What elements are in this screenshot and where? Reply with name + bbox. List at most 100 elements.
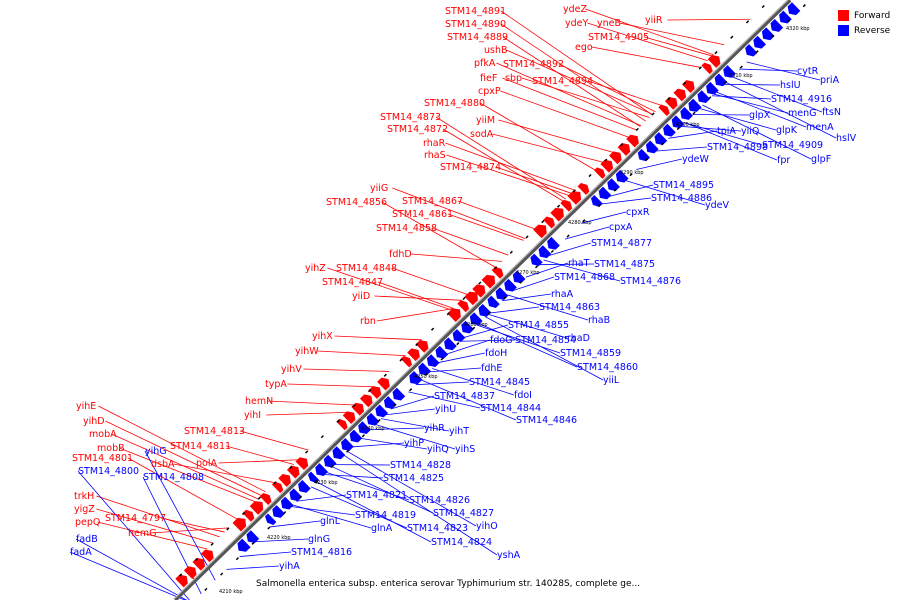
- forward-leader-line: [105, 420, 262, 497]
- reverse-leader-line: [489, 306, 540, 314]
- backbone-tick: [361, 434, 365, 438]
- backbone-tick: [346, 449, 350, 453]
- forward-gene-arrow: [701, 62, 713, 75]
- map-caption: Salmonella enterica subsp. enterica sero…: [256, 579, 641, 589]
- forward-leader-line: [442, 128, 564, 202]
- forward-gene-label: STM14_4847: [322, 277, 383, 288]
- reverse-gene-label: STM14_4876: [620, 276, 681, 287]
- reverse-leader-line: [680, 125, 742, 132]
- reverse-gene-arrow: [272, 505, 285, 518]
- backbone-tick: [771, 34, 775, 38]
- reverse-gene-arrow: [444, 337, 457, 351]
- scale-label: 4320 kbp: [786, 26, 810, 32]
- forward-leader-line: [446, 154, 570, 196]
- reverse-gene-label: fdoH: [485, 348, 507, 359]
- reverse-gene-label: ydeW: [682, 154, 709, 165]
- reverse-gene-label: ftsN: [822, 107, 841, 118]
- scale-label: 4310 kbp: [729, 73, 753, 79]
- forward-leader-line: [266, 411, 348, 416]
- forward-leader-line: [498, 119, 614, 153]
- reverse-gene-label: yihT: [449, 426, 469, 437]
- reverse-leader-line: [384, 408, 436, 416]
- forward-gene-label: mobA: [89, 429, 117, 440]
- backbone-tick: [462, 296, 466, 301]
- forward-gene-arrow: [400, 355, 413, 368]
- forward-leader-line: [667, 18, 751, 21]
- reverse-gene-arrow: [697, 90, 711, 104]
- forward-leader-line: [492, 133, 604, 163]
- reverse-gene-arrow: [590, 195, 603, 207]
- forward-gene-arrow: [336, 418, 348, 431]
- forward-gene-label: sbp: [505, 73, 522, 84]
- reverse-gene-label: fdhE: [481, 363, 502, 374]
- reverse-gene-arrow: [607, 178, 620, 192]
- forward-leader-line: [334, 335, 422, 341]
- forward-gene-label: STM14_4892: [503, 59, 564, 70]
- forward-leader-line: [303, 368, 390, 372]
- forward-leader-line: [431, 227, 509, 256]
- reverse-leader-line: [636, 158, 683, 170]
- forward-gene-arrow: [593, 167, 606, 179]
- reverse-gene-label: STM14_4909: [762, 140, 823, 151]
- forward-gene-label: STM14_4811: [170, 441, 231, 452]
- reverse-leader-line: [739, 68, 798, 72]
- forward-gene-label: dsbA: [151, 459, 175, 470]
- reverse-gene-label: STM14_4825: [383, 473, 444, 484]
- backbone-tick: [235, 557, 239, 561]
- forward-gene-label: fdhD: [389, 249, 412, 260]
- reverse-leader-line: [564, 226, 610, 240]
- forward-leader-line: [111, 433, 259, 500]
- forward-leader-line: [495, 166, 572, 194]
- reverse-gene-label: STM14_4823: [407, 523, 468, 534]
- forward-gene-label: pepQ: [75, 517, 100, 528]
- forward-gene-arrow: [673, 88, 687, 102]
- backbone-tick: [478, 281, 482, 285]
- reverse-gene-arrow: [538, 245, 552, 259]
- reverse-gene-arrow: [688, 98, 702, 112]
- backbone-tick: [519, 280, 523, 284]
- reverse-gene-label: glpK: [776, 125, 798, 136]
- reverse-leader-line: [69, 551, 186, 600]
- reverse-gene-label: rhaT: [568, 258, 590, 269]
- reverse-gene-label: yihA: [279, 561, 300, 572]
- forward-leader-line: [239, 430, 309, 451]
- forward-leader-line: [521, 77, 650, 118]
- reverse-leader-line: [731, 76, 823, 113]
- forward-gene-arrow: [295, 457, 309, 471]
- backbone-tick: [645, 157, 649, 161]
- forward-gene-arrow: [201, 549, 214, 563]
- forward-gene-arrow: [278, 474, 292, 487]
- reverse-gene-label: fdoG: [490, 335, 513, 346]
- forward-leader-line: [411, 253, 503, 262]
- forward-gene-arrow: [377, 377, 390, 391]
- forward-gene-label: yiiR: [645, 15, 663, 26]
- gene-arrows: [175, 2, 801, 588]
- forward-leader-line: [496, 62, 642, 127]
- reverse-leader-line: [507, 294, 589, 321]
- reverse-gene-label: STM14_4826: [409, 495, 470, 506]
- forward-gene-label: rbn: [360, 316, 376, 327]
- genome-backbone: [173, 0, 806, 600]
- legend-item-forward: Forward: [838, 8, 890, 23]
- backbone-tick: [383, 373, 387, 377]
- backbone-tick: [676, 126, 680, 131]
- forward-leader-line: [160, 517, 225, 533]
- backbone-tick: [651, 112, 655, 116]
- reverse-leader-line: [547, 242, 592, 257]
- backbone-tick: [629, 173, 633, 177]
- reverse-gene-arrow: [671, 115, 685, 129]
- reverse-gene-arrow: [615, 169, 629, 183]
- backbone-tick: [446, 312, 450, 316]
- forward-leader-line: [267, 400, 355, 406]
- reverse-leader-line: [290, 506, 356, 516]
- backbone-tick: [377, 418, 381, 423]
- reverse-gene-arrow: [366, 412, 380, 426]
- forward-gene-label: yihW: [295, 346, 319, 357]
- reverse-gene-label: yiiL: [603, 375, 620, 386]
- forward-gene-label: typA: [265, 379, 287, 390]
- backbone-tick: [330, 464, 334, 469]
- reverse-gene-label: glnG: [308, 534, 330, 545]
- reverse-leader-line: [343, 454, 498, 556]
- backbone-tick: [786, 19, 791, 23]
